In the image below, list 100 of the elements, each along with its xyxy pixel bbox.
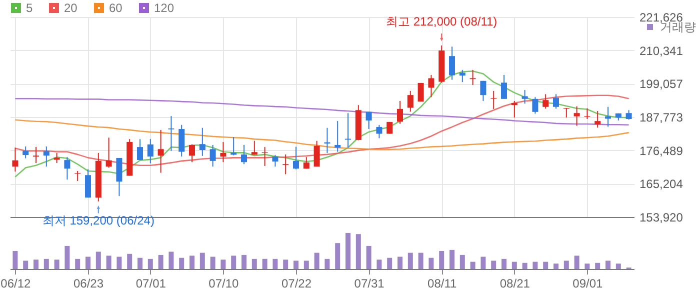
candlestick	[272, 154, 278, 168]
x-tick-label: 07/01	[136, 276, 166, 289]
candlestick	[199, 127, 206, 156]
bar	[190, 256, 194, 269]
candlestick	[147, 138, 154, 164]
bar	[242, 254, 246, 269]
candlestick	[470, 69, 476, 86]
bar	[106, 256, 112, 269]
bar	[262, 258, 268, 269]
candlestick	[230, 136, 237, 156]
x-tick-label: 06/23	[73, 276, 104, 289]
bar	[606, 260, 610, 269]
bar	[148, 258, 153, 269]
bar	[75, 258, 80, 269]
bar	[595, 262, 600, 269]
bar	[512, 262, 517, 269]
bar	[470, 262, 476, 269]
candlestick	[449, 46, 455, 80]
bar	[346, 233, 350, 269]
candlestick	[220, 142, 226, 163]
bar	[23, 260, 28, 269]
bar	[34, 260, 38, 269]
candlestick	[594, 110, 601, 128]
bar	[491, 260, 496, 269]
y-tick-label: 176,489	[640, 144, 684, 158]
bar	[522, 262, 528, 269]
bar	[64, 246, 70, 269]
candlestick	[241, 144, 247, 165]
bar	[616, 264, 621, 269]
y-tick-label: 199,057	[640, 77, 684, 92]
candlestick	[178, 124, 185, 158]
bar	[376, 260, 382, 269]
candlestick	[542, 94, 549, 110]
y-tick-label: 165,204	[640, 177, 684, 192]
bar	[335, 243, 340, 269]
candlestick	[397, 100, 403, 124]
candlestick	[210, 144, 216, 168]
bar	[564, 260, 569, 269]
x-tick-label: 08/11	[428, 276, 457, 289]
bar	[54, 260, 60, 269]
bar	[398, 256, 402, 269]
bar	[460, 254, 465, 269]
candlestick	[428, 74, 434, 98]
bar	[554, 264, 558, 269]
bar	[200, 252, 205, 269]
bar	[158, 254, 164, 269]
candlestick	[64, 156, 70, 180]
candlestick	[366, 111, 372, 130]
bar	[428, 258, 434, 269]
bar	[231, 256, 236, 269]
candlestick	[251, 140, 258, 156]
y-tick-label: 210,341	[640, 44, 684, 58]
y-tick-label: 187,773	[640, 110, 684, 124]
candlestick	[43, 146, 50, 168]
candlestick	[106, 137, 112, 168]
bar	[252, 258, 257, 269]
x-tick-label: 08/21	[500, 276, 530, 289]
bar	[387, 258, 392, 269]
line-series	[14, 94, 630, 166]
candlestick	[626, 110, 632, 120]
bar	[450, 250, 454, 269]
bar	[86, 256, 90, 269]
candlestick	[459, 69, 466, 83]
bar	[408, 252, 413, 269]
bar	[543, 262, 548, 269]
x-tick-label: 07/10	[208, 276, 240, 289]
bar	[44, 258, 49, 269]
bar	[168, 252, 174, 269]
bar	[283, 260, 288, 269]
bar	[127, 254, 132, 269]
bar	[324, 258, 330, 269]
candlestick	[168, 116, 174, 152]
bar	[179, 258, 184, 269]
bar	[366, 246, 372, 269]
bar	[574, 256, 580, 269]
candlestick	[314, 140, 320, 168]
bar	[12, 251, 18, 269]
candlestick	[158, 129, 164, 174]
bar	[304, 260, 309, 269]
candlestick	[54, 152, 60, 164]
bar	[272, 258, 278, 269]
candlestick	[574, 106, 580, 126]
candlestick	[522, 90, 528, 104]
bar	[220, 260, 226, 269]
candlestick	[22, 146, 29, 159]
y-tick-label: 153,920	[640, 210, 684, 224]
candlestick	[293, 146, 299, 170]
candlestick	[116, 157, 122, 197]
legend-label: 20	[64, 1, 78, 15]
bar	[502, 258, 506, 269]
line-series	[14, 98, 630, 126]
candlestick	[85, 168, 91, 198]
bar	[116, 256, 122, 269]
candlestick	[376, 124, 382, 139]
bar	[532, 262, 538, 269]
bar	[356, 234, 361, 269]
bar	[294, 260, 298, 269]
candlestick	[553, 94, 559, 110]
candlestick	[282, 154, 289, 175]
bar	[439, 251, 444, 269]
